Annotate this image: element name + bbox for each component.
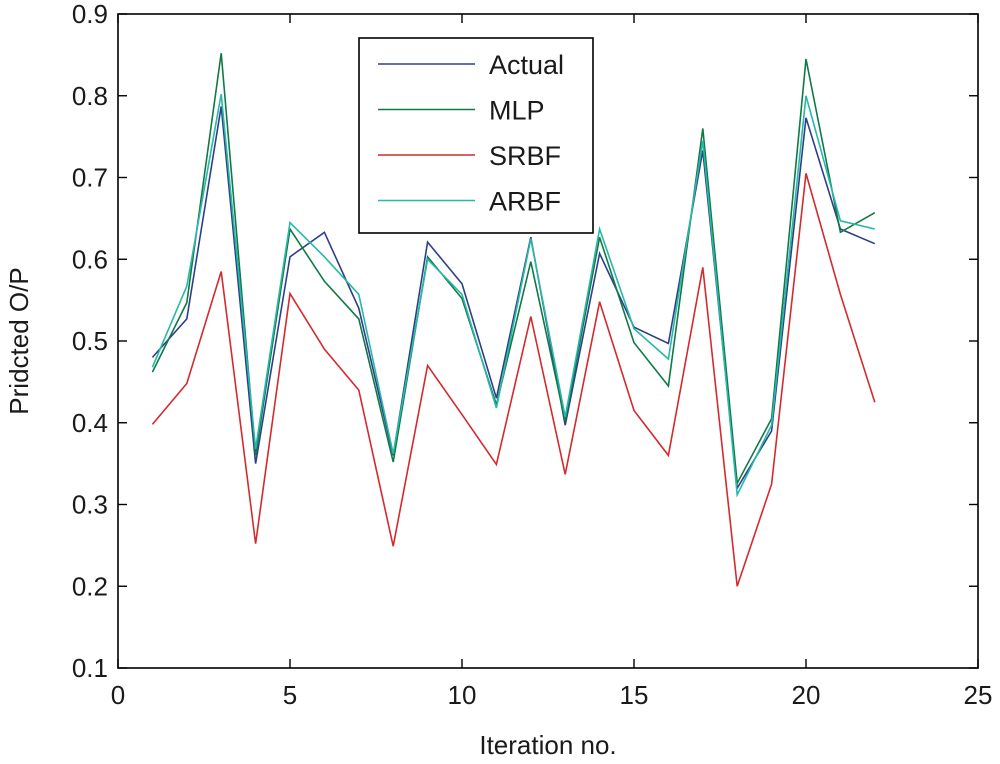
y-tick-label: 0.1 [72, 653, 108, 683]
y-tick-label: 0.4 [72, 408, 108, 438]
y-tick-label: 0.6 [72, 244, 108, 274]
x-tick-label: 0 [111, 680, 125, 710]
legend-label-arbf: ARBF [489, 187, 561, 217]
y-tick-label: 0.9 [72, 0, 108, 29]
legend-label-mlp: MLP [489, 96, 545, 126]
x-tick-label: 10 [448, 680, 477, 710]
x-axis-title: Iteration no. [479, 730, 616, 760]
legend-label-srbf: SRBF [489, 141, 561, 171]
axis-ticks: 0 5 10 15 20 25 0.1 0.2 0.3 0.4 0.5 0.6 0.7 0.8 0.9 [72, 0, 993, 710]
y-tick-label: 0.2 [72, 571, 108, 601]
y-tick-label: 0.5 [72, 326, 108, 356]
series-line-srbf [151, 173, 876, 587]
y-tick-label: 0.3 [72, 490, 108, 520]
legend-label-actual: Actual [489, 50, 564, 80]
y-tick-label: 0.8 [72, 81, 108, 111]
x-tick-label: 15 [620, 680, 649, 710]
series-lines [151, 53, 876, 587]
series-line-mlp [151, 53, 876, 486]
series-line-arbf [151, 93, 875, 498]
legend: Actual MLP SRBF ARBF [358, 37, 594, 234]
x-tick-label: 20 [792, 680, 821, 710]
x-tick-label: 5 [283, 680, 297, 710]
x-tick-label: 25 [964, 680, 993, 710]
y-tick-label: 0.7 [72, 163, 108, 193]
y-axis-title: Pridcted O/P [4, 267, 34, 414]
